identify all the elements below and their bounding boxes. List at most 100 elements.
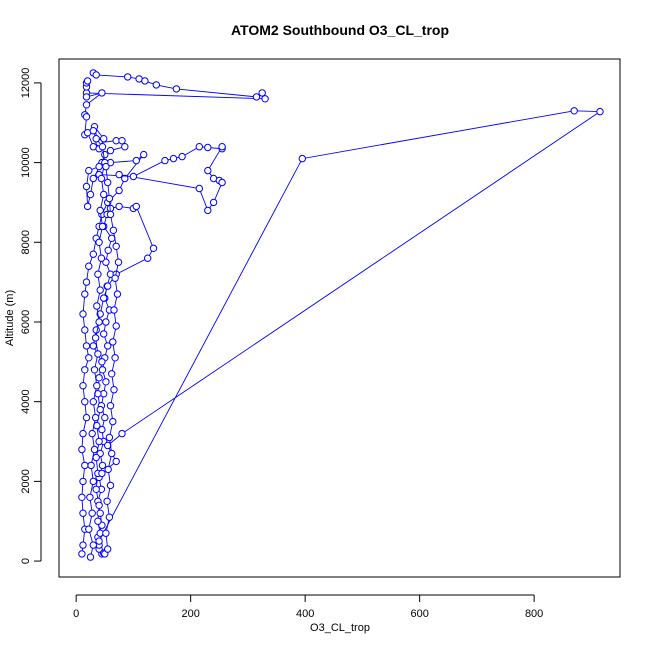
data-point bbox=[88, 509, 96, 517]
data-point bbox=[81, 398, 89, 406]
data-point bbox=[79, 310, 87, 318]
data-point bbox=[95, 537, 103, 545]
data-point bbox=[204, 166, 212, 175]
data-point bbox=[102, 258, 110, 266]
data-point bbox=[132, 156, 141, 165]
data-point bbox=[95, 437, 103, 446]
data-point bbox=[104, 246, 112, 255]
data-point bbox=[124, 73, 132, 81]
data-point bbox=[86, 493, 94, 501]
data-point bbox=[129, 172, 138, 181]
data-point bbox=[106, 481, 115, 490]
data-point bbox=[109, 417, 117, 426]
data-point bbox=[102, 318, 110, 326]
y-tick-label: 6000 bbox=[20, 310, 32, 334]
data-point bbox=[92, 71, 100, 79]
data-point bbox=[86, 190, 95, 199]
data-point bbox=[90, 366, 99, 374]
data-point bbox=[82, 342, 91, 350]
data-point bbox=[118, 429, 126, 438]
data-point bbox=[195, 184, 204, 193]
data-point bbox=[115, 186, 123, 195]
data-point bbox=[100, 190, 108, 199]
data-point bbox=[140, 150, 148, 159]
data-point bbox=[261, 95, 269, 103]
data-point bbox=[95, 162, 103, 171]
y-tick-label: 2000 bbox=[20, 469, 32, 493]
data-point bbox=[85, 354, 93, 362]
data-point bbox=[82, 278, 91, 286]
data-point bbox=[95, 374, 103, 382]
data-point bbox=[79, 509, 87, 517]
data-point bbox=[94, 270, 102, 278]
data-point bbox=[101, 150, 109, 159]
data-point bbox=[104, 282, 112, 290]
x-tick-label: 800 bbox=[525, 608, 543, 620]
data-point bbox=[105, 433, 114, 442]
data-point bbox=[121, 143, 129, 151]
data-point bbox=[79, 429, 87, 438]
data-point bbox=[252, 93, 261, 101]
data-point bbox=[89, 342, 98, 350]
y-axis-label: Altitude (m) bbox=[4, 290, 16, 346]
data-point bbox=[218, 143, 226, 151]
data-point bbox=[78, 493, 86, 501]
data-point bbox=[95, 501, 103, 509]
data-point bbox=[92, 135, 100, 143]
data-point bbox=[110, 306, 118, 314]
data-point bbox=[172, 85, 181, 93]
data-point bbox=[91, 413, 100, 422]
data-point bbox=[108, 449, 116, 458]
data-point bbox=[89, 174, 98, 183]
data-point bbox=[79, 541, 87, 549]
data-point bbox=[204, 206, 212, 215]
data-point bbox=[218, 178, 226, 187]
data-point bbox=[89, 127, 98, 135]
series-line bbox=[99, 145, 223, 212]
data-point bbox=[109, 338, 117, 346]
data-point bbox=[100, 294, 108, 302]
data-point bbox=[98, 469, 106, 478]
x-axis: 0 200 400 600 800 bbox=[73, 594, 543, 620]
data-point bbox=[104, 465, 112, 474]
data-point bbox=[89, 250, 98, 258]
data-point bbox=[78, 445, 86, 454]
data-point bbox=[258, 89, 266, 97]
data-point bbox=[88, 429, 96, 438]
y-tick-label: 10000 bbox=[20, 147, 32, 178]
data-point bbox=[108, 370, 116, 378]
y-tick-label: 8000 bbox=[20, 230, 32, 254]
data-point bbox=[111, 274, 119, 282]
data-point bbox=[96, 509, 104, 517]
data-point bbox=[96, 405, 104, 414]
data-point bbox=[95, 318, 103, 326]
data-point bbox=[83, 77, 92, 85]
data-point bbox=[82, 182, 91, 191]
data-point bbox=[570, 107, 578, 115]
data-point bbox=[115, 170, 123, 179]
series-3 bbox=[95, 143, 226, 215]
data-point bbox=[104, 342, 112, 350]
data-point bbox=[100, 135, 108, 143]
y-tick-label: 4000 bbox=[20, 389, 32, 413]
data-point bbox=[111, 354, 119, 362]
data-point bbox=[86, 553, 95, 561]
data-point bbox=[141, 77, 149, 85]
data-point bbox=[106, 146, 115, 155]
chart-title: ATOM2 Southbound O3_CL_trop bbox=[231, 22, 449, 38]
data-point bbox=[89, 541, 98, 549]
data-point bbox=[91, 334, 100, 342]
data-point bbox=[100, 330, 108, 338]
data-point bbox=[596, 107, 604, 116]
data-point bbox=[105, 194, 114, 203]
data-point bbox=[98, 143, 107, 151]
y-axis: 0 2000 4000 6000 8000 10000 12000 bbox=[20, 68, 42, 564]
data-point bbox=[95, 238, 103, 247]
data-point bbox=[98, 358, 106, 366]
data-point bbox=[98, 222, 107, 231]
data-point bbox=[106, 210, 115, 219]
data-point bbox=[96, 286, 104, 294]
data-point bbox=[92, 485, 100, 493]
data-point bbox=[112, 242, 120, 251]
